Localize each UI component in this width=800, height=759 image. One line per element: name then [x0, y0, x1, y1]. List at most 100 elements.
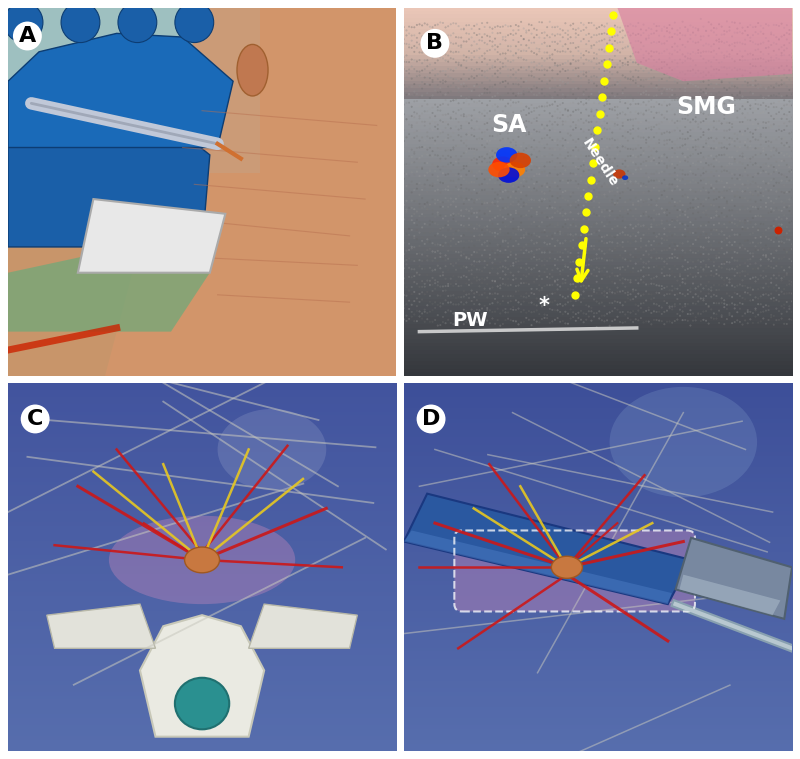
Point	[734, 45, 746, 57]
Point	[408, 86, 421, 98]
Point	[406, 310, 418, 323]
Point	[700, 259, 713, 271]
Point	[770, 108, 782, 120]
Point	[570, 281, 582, 293]
Point	[666, 55, 678, 68]
Point	[734, 215, 746, 227]
Point	[728, 302, 741, 314]
Point	[744, 228, 757, 241]
Point	[588, 286, 601, 298]
Point	[525, 185, 538, 197]
Point	[538, 178, 551, 191]
Point	[742, 133, 754, 145]
Point	[470, 316, 483, 328]
Point	[489, 177, 502, 189]
Point	[483, 134, 496, 146]
Point	[694, 106, 707, 118]
Point	[551, 134, 564, 146]
Point	[570, 55, 582, 68]
Point	[738, 217, 751, 229]
Point	[645, 168, 658, 180]
Point	[728, 298, 741, 310]
Point	[444, 223, 457, 235]
Point	[595, 28, 608, 40]
Point	[468, 255, 481, 267]
Point	[601, 95, 614, 107]
Point	[765, 311, 778, 323]
Point	[718, 131, 730, 143]
Point	[486, 100, 499, 112]
Point	[510, 272, 522, 285]
Point	[590, 321, 603, 333]
Point	[616, 153, 629, 165]
Point	[413, 296, 426, 308]
Point	[452, 260, 465, 272]
Point	[466, 63, 478, 75]
Point	[679, 138, 692, 150]
Point	[653, 175, 666, 187]
Point	[468, 240, 481, 252]
Point	[705, 285, 718, 297]
Point	[692, 118, 705, 130]
Point	[478, 255, 491, 267]
Polygon shape	[140, 615, 264, 737]
Point	[609, 153, 622, 165]
Point	[481, 197, 494, 209]
Point	[588, 162, 601, 174]
Point	[601, 55, 614, 68]
Point	[601, 117, 614, 129]
Point	[426, 298, 439, 310]
Point	[614, 249, 626, 261]
Point	[541, 211, 554, 223]
Point	[624, 143, 637, 155]
Point	[588, 52, 601, 65]
Point	[444, 209, 457, 221]
Point	[476, 77, 489, 89]
Point	[590, 253, 603, 265]
Point	[765, 119, 778, 131]
Point	[452, 307, 465, 320]
Point	[585, 31, 598, 43]
Point	[541, 150, 554, 162]
Point	[590, 262, 603, 274]
Point	[642, 301, 655, 313]
Point	[655, 127, 668, 139]
Point	[721, 239, 734, 251]
Point	[439, 94, 452, 106]
Point	[752, 263, 765, 275]
Point	[622, 221, 634, 233]
Point	[749, 26, 762, 38]
Point	[749, 44, 762, 56]
Point	[410, 219, 423, 231]
Point	[718, 73, 730, 85]
Point	[754, 118, 767, 131]
Point	[541, 312, 554, 324]
Point	[726, 185, 738, 197]
Point	[478, 300, 491, 312]
Point	[406, 194, 418, 206]
Point	[462, 19, 475, 31]
Point	[679, 51, 692, 63]
Point	[570, 136, 582, 148]
Point	[655, 87, 668, 99]
Point	[765, 55, 778, 67]
Point	[655, 83, 668, 95]
Point	[582, 194, 595, 206]
Point	[507, 96, 520, 109]
Point	[562, 104, 574, 116]
Point	[694, 116, 707, 128]
Point	[637, 228, 650, 241]
Point	[400, 139, 413, 151]
Point	[466, 187, 478, 199]
Point	[611, 160, 624, 172]
Point	[682, 52, 694, 65]
Point	[658, 127, 670, 139]
Point	[715, 56, 728, 68]
Point	[413, 18, 426, 30]
Point	[426, 102, 439, 114]
Point	[434, 105, 446, 117]
Point	[562, 110, 574, 122]
Point	[723, 276, 736, 288]
Point	[494, 257, 506, 269]
Point	[588, 240, 601, 252]
